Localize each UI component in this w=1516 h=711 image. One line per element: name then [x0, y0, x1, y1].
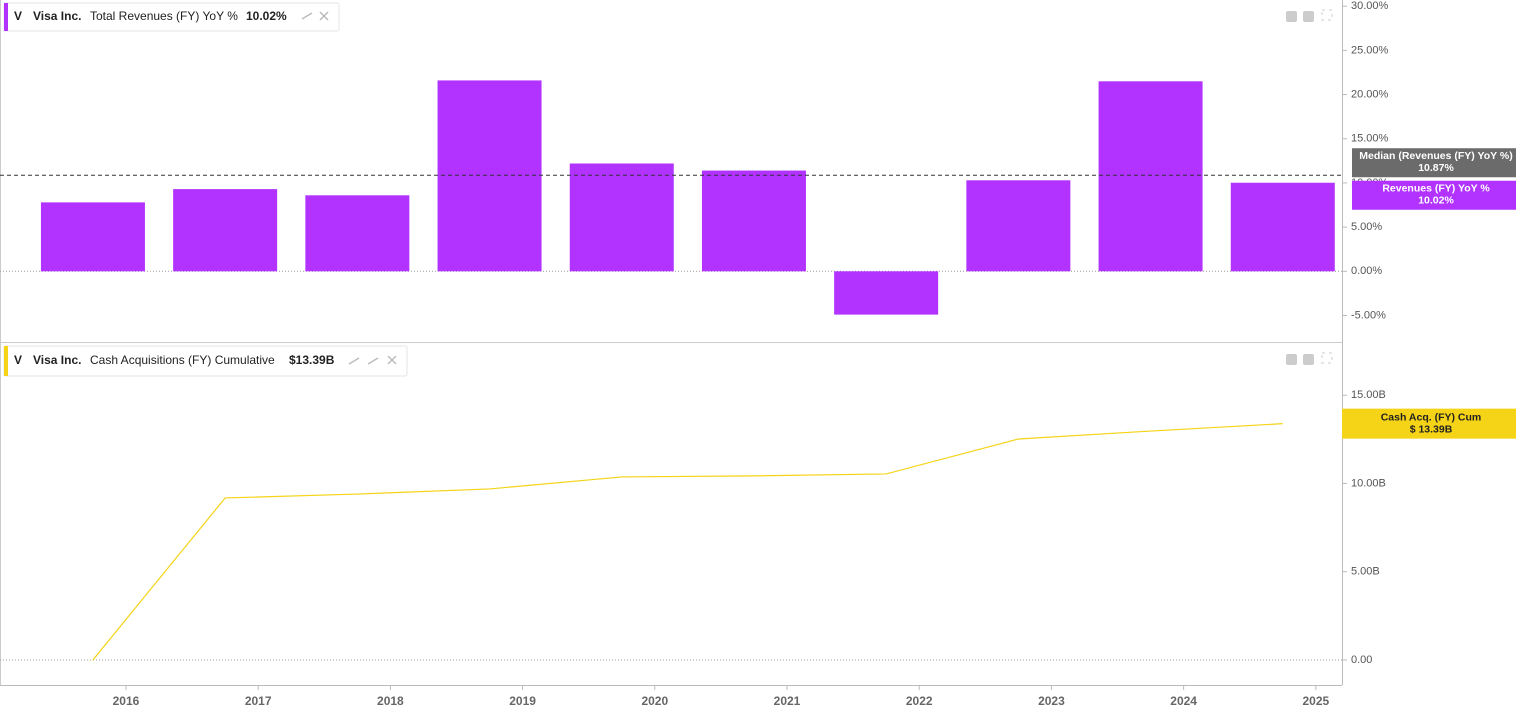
bar: [437, 80, 542, 272]
title-value: $13.39B: [289, 353, 335, 367]
y-tick-label: -5.00%: [1351, 309, 1386, 321]
bars: [40, 80, 1335, 315]
value-tag-name: Revenues (FY) YoY %: [1382, 183, 1490, 195]
x-tick-label: 2019: [509, 694, 536, 708]
company: Visa Inc.: [33, 9, 81, 23]
bar: [305, 195, 410, 272]
value-tag: [1352, 180, 1516, 210]
y-tick-label: 25.00%: [1351, 44, 1389, 56]
x-tick-label: 2016: [113, 694, 140, 708]
bar: [1098, 81, 1203, 272]
median-tag-name: Median (Revenues (FY) YoY %): [1359, 150, 1512, 162]
bar: [569, 163, 674, 272]
y-tick-label: 15.00B: [1351, 389, 1386, 401]
legend-swatch: [4, 3, 8, 31]
ticker: V: [14, 353, 22, 367]
y-tick-label: 10.00B: [1351, 477, 1386, 489]
y-tick-label: 15.00%: [1351, 133, 1389, 145]
x-tick-label: 2018: [377, 694, 404, 708]
bar: [966, 180, 1071, 272]
ticker: V: [14, 9, 22, 23]
line: [92, 423, 1283, 661]
legend-icons[interactable]: [301, 11, 329, 21]
legend-swatch: [4, 346, 8, 376]
value-tag-label: 10.02%: [1418, 195, 1454, 207]
x-tick-label: 2017: [245, 694, 272, 708]
legend-icons[interactable]: [348, 355, 397, 365]
y-tick-label: 20.00%: [1351, 88, 1389, 100]
plot: 15.00B 10.00B 5.00B 0.00 Cash Acq. (FY) Cum$…: [0, 389, 1516, 708]
y-tick-label: 5.00%: [1351, 221, 1382, 233]
panel-controls[interactable]: [1286, 9, 1333, 365]
title: Cash Acquisitions (FY) Cumulative: [90, 353, 275, 367]
y-tick-label: 30.00%: [1351, 0, 1389, 12]
value-tag: [1342, 408, 1516, 439]
bar: [173, 189, 278, 272]
y-tick-label: 5.00B: [1351, 566, 1380, 578]
x-tick-label: 2022: [906, 694, 933, 708]
title: Total Revenues (FY) YoY %: [90, 9, 238, 23]
x-tick-label: 2020: [641, 694, 668, 708]
x-tick-label: 2024: [1170, 694, 1197, 708]
y-tick-label: 0.00%: [1351, 265, 1382, 277]
company: Visa Inc.: [33, 353, 81, 367]
bar: [40, 202, 145, 272]
x-tick-label: 2023: [1038, 694, 1065, 708]
x-tick-label: 2025: [1302, 694, 1329, 708]
value-tag-name: Cash Acq. (FY) Cum: [1381, 411, 1482, 423]
x-tick-label: 2021: [774, 694, 801, 708]
legend-bottom: V Visa Inc. Cash Acquisitions (FY) Cumul…: [3, 345, 408, 377]
median-tag: [1352, 148, 1516, 178]
legend-top: V Visa Inc. Total Revenues (FY) YoY % 10…: [3, 2, 340, 32]
bar: [834, 271, 939, 315]
title-value: 10.02%: [246, 9, 287, 23]
plot: 30.00%25.00%20.00%15.00%10.00%5.00%0.00%…: [0, 0, 1516, 321]
value-tag-label: $ 13.39B: [1410, 423, 1453, 435]
y-tick-label: 0.00: [1351, 654, 1372, 666]
median-tag-label: 10.87%: [1418, 162, 1454, 174]
bar: [1230, 182, 1335, 272]
bar: [701, 170, 806, 272]
